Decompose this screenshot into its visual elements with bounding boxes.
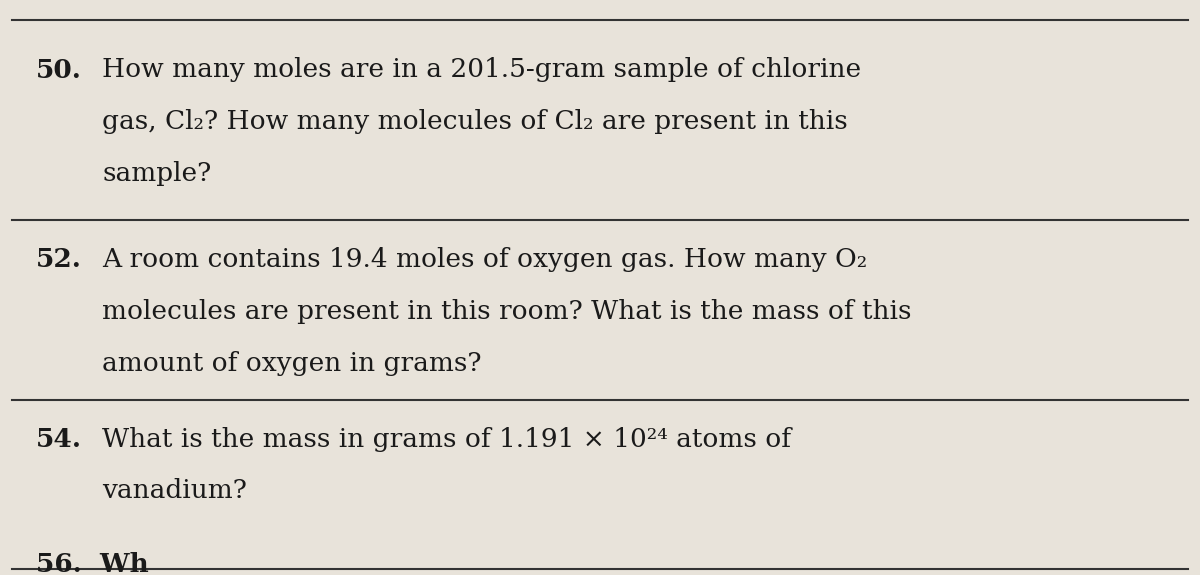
Text: 56.  Wh: 56. Wh — [36, 552, 149, 575]
Text: 52.: 52. — [36, 247, 82, 272]
Text: 50.: 50. — [36, 58, 82, 82]
Text: 54.: 54. — [36, 427, 82, 451]
Text: What is the mass in grams of 1.191 × 10²⁴ atoms of: What is the mass in grams of 1.191 × 10²… — [102, 427, 791, 451]
Text: amount of oxygen in grams?: amount of oxygen in grams? — [102, 351, 481, 375]
Text: A room contains 19.4 moles of oxygen gas. How many O₂: A room contains 19.4 moles of oxygen gas… — [102, 247, 868, 272]
Text: How many moles are in a 201.5-gram sample of chlorine: How many moles are in a 201.5-gram sampl… — [102, 58, 862, 82]
Text: sample?: sample? — [102, 161, 211, 186]
Text: gas, Cl₂? How many molecules of Cl₂ are present in this: gas, Cl₂? How many molecules of Cl₂ are … — [102, 109, 847, 134]
Text: vanadium?: vanadium? — [102, 478, 247, 503]
Text: molecules are present in this room? What is the mass of this: molecules are present in this room? What… — [102, 299, 912, 324]
